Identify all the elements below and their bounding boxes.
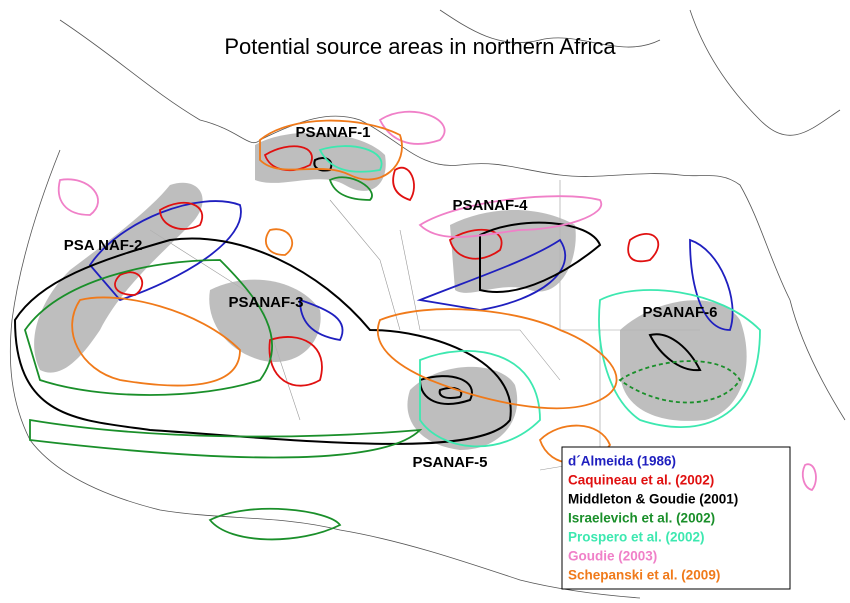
region-label: PSA NAF-2	[64, 237, 143, 254]
region-label: PSANAF-1	[295, 124, 370, 141]
contour	[392, 166, 415, 202]
contour	[318, 145, 383, 173]
region-label: PSANAF-3	[228, 294, 303, 311]
region-labels: PSANAF-1 PSA NAF-2 PSANAF-3 PSANAF-4 PSANAF-…	[64, 124, 718, 471]
contour	[618, 360, 742, 404]
contour	[801, 463, 817, 492]
legend-box	[561, 446, 791, 590]
contour	[24, 259, 274, 396]
legend-entry: d´Almeida (1986)	[568, 454, 676, 469]
contour	[538, 424, 612, 465]
contour	[265, 228, 294, 256]
contour	[88, 200, 242, 302]
legend-entry: Goudie (2003)	[568, 549, 657, 564]
contour	[268, 336, 323, 387]
contour	[689, 238, 734, 331]
contour	[479, 221, 602, 293]
contour	[627, 233, 660, 263]
contour	[328, 176, 373, 201]
contour	[598, 289, 761, 428]
contour	[159, 201, 203, 230]
contours	[13, 110, 817, 541]
contour	[448, 228, 503, 260]
coastlines	[9, 9, 846, 599]
patch	[450, 210, 576, 293]
patch	[209, 279, 321, 362]
contour	[377, 308, 618, 410]
contour	[29, 418, 423, 459]
map-title: Potential source areas in northern Afric…	[224, 34, 616, 59]
contour	[13, 237, 512, 445]
legend-entry: Caquineau et al. (2002)	[568, 473, 714, 488]
contour	[648, 333, 702, 372]
region-label: PSANAF-5	[412, 454, 487, 471]
contour	[71, 296, 241, 387]
legend-entry: Middleton & Goudie (2001)	[568, 492, 738, 507]
contour	[419, 350, 541, 448]
region-label: PSANAF-4	[452, 197, 528, 214]
legend: d´Almeida (1986) Caquineau et al. (2002) M…	[568, 454, 738, 583]
patch	[255, 132, 386, 191]
source-patches	[34, 132, 747, 450]
contour	[259, 119, 403, 181]
legend-entry: Schepanski et al. (2009)	[568, 568, 720, 583]
contour	[208, 507, 342, 541]
contour	[416, 238, 567, 311]
contour	[263, 145, 313, 172]
contour	[57, 178, 99, 216]
contour	[378, 110, 446, 145]
contour	[418, 375, 473, 405]
legend-entry: Israelevich et al. (2002)	[568, 511, 715, 526]
region-label: PSANAF-6	[642, 304, 717, 321]
legend-entry: Prospero et al. (2002)	[568, 530, 705, 545]
contour	[418, 195, 603, 238]
contour	[114, 271, 144, 296]
patch	[407, 366, 518, 450]
contour	[299, 298, 344, 341]
